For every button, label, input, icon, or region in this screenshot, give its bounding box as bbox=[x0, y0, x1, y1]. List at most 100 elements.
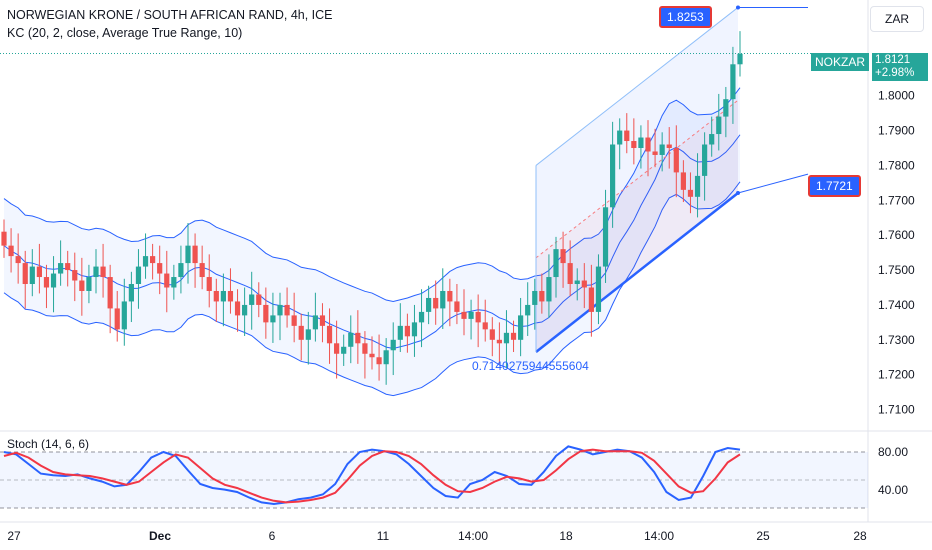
candle-body bbox=[595, 266, 602, 312]
candle-body bbox=[659, 144, 665, 155]
candle-body bbox=[220, 290, 226, 302]
lower-label-connector bbox=[737, 173, 809, 194]
candle-body bbox=[426, 297, 432, 312]
candle-body bbox=[687, 189, 694, 197]
candle-body bbox=[737, 53, 743, 65]
keltner-upper-line bbox=[3, 87, 741, 302]
candle-body bbox=[227, 290, 234, 302]
candle-body bbox=[142, 256, 149, 267]
candle-body bbox=[602, 207, 609, 267]
candle-body bbox=[100, 266, 106, 278]
candle-body bbox=[277, 304, 283, 316]
candle-body bbox=[157, 263, 163, 274]
candle-body bbox=[114, 308, 120, 330]
candle-body bbox=[673, 147, 679, 173]
upper-anchor-point bbox=[736, 5, 740, 10]
candle-body bbox=[631, 141, 637, 148]
candle-body bbox=[50, 273, 57, 288]
candle-body bbox=[305, 329, 311, 340]
candle-body bbox=[433, 297, 439, 309]
y-tick-label: 1.7900 bbox=[878, 124, 915, 138]
y-tick-label: 1.7700 bbox=[878, 193, 915, 207]
candle-body bbox=[178, 263, 184, 278]
candle-body bbox=[383, 350, 389, 365]
stoch-label[interactable]: Stoch (14, 6, 6) bbox=[7, 437, 90, 451]
candle-body bbox=[702, 144, 708, 176]
candle-body bbox=[256, 294, 262, 305]
candle-body bbox=[355, 332, 361, 344]
candle-body bbox=[93, 266, 99, 278]
candle-body bbox=[185, 245, 191, 264]
candle-body bbox=[348, 332, 354, 347]
candle-body bbox=[319, 315, 326, 326]
lower-price-label[interactable]: 1.7721 bbox=[808, 175, 861, 197]
candle-body bbox=[86, 277, 92, 291]
stoch-y-tick: 80.00 bbox=[878, 445, 908, 459]
candle-body bbox=[135, 266, 142, 285]
candle-body bbox=[192, 245, 198, 264]
candle-body bbox=[539, 290, 545, 302]
drawn-channel-lower-fill bbox=[536, 100, 738, 353]
candle-body bbox=[560, 249, 566, 264]
x-tick-label: 11 bbox=[377, 529, 390, 543]
upper-price-label[interactable]: 1.8253 bbox=[659, 6, 712, 28]
candle-body bbox=[709, 134, 715, 145]
chart-title: NORWEGIAN KRONE / SOUTH AFRICAN RAND, 4h… bbox=[7, 8, 333, 22]
candle-body bbox=[107, 277, 113, 309]
candle-body bbox=[546, 277, 552, 302]
candle-body bbox=[369, 353, 375, 358]
drawn-channel-fill bbox=[536, 7, 738, 353]
candle-body bbox=[680, 172, 686, 190]
candle-body bbox=[475, 311, 481, 323]
y-tick-label: 1.7200 bbox=[878, 368, 915, 382]
indicator-label[interactable]: KC (20, 2, close, Average True Range, 10… bbox=[7, 26, 243, 40]
candle-body bbox=[652, 151, 658, 155]
y-tick-label: 1.7800 bbox=[878, 158, 915, 172]
candle-body bbox=[716, 116, 722, 135]
candle-body bbox=[72, 270, 78, 281]
candle-body bbox=[610, 144, 616, 208]
candle-body bbox=[334, 343, 340, 354]
x-tick-label: 14:00 bbox=[458, 529, 488, 543]
price-value: 1.8121 bbox=[875, 54, 911, 66]
candle-body bbox=[723, 99, 729, 117]
candle-body bbox=[518, 315, 524, 340]
candle-body bbox=[503, 332, 510, 344]
candle-body bbox=[461, 311, 467, 319]
candle-body bbox=[270, 315, 276, 323]
y-tick-label: 1.8000 bbox=[878, 89, 915, 103]
candle-body bbox=[567, 263, 573, 285]
candle-body bbox=[242, 304, 248, 316]
candle-body bbox=[581, 280, 587, 288]
candle-body bbox=[263, 304, 269, 323]
drawn-channel-middle-line bbox=[535, 99, 739, 259]
candle-body bbox=[58, 263, 64, 274]
y-tick-label: 1.7100 bbox=[878, 403, 915, 417]
candle-body bbox=[199, 263, 205, 278]
candle-body bbox=[341, 346, 347, 354]
candle-body bbox=[362, 343, 368, 354]
candle-body bbox=[468, 311, 474, 319]
candle-body bbox=[411, 322, 418, 337]
candle-body bbox=[489, 329, 495, 340]
candle-body bbox=[128, 284, 134, 302]
candle-body bbox=[390, 339, 396, 351]
x-tick-label: 14:00 bbox=[644, 529, 674, 543]
y-tick-label: 1.7300 bbox=[878, 333, 915, 347]
candle-body bbox=[588, 287, 594, 312]
candle-body bbox=[8, 245, 14, 257]
y-tick-label: 1.7500 bbox=[878, 263, 915, 277]
candle-body bbox=[482, 322, 488, 330]
candle-body bbox=[171, 277, 177, 288]
keltner-lower-line bbox=[3, 181, 741, 397]
candle-body bbox=[15, 256, 21, 264]
candle-body bbox=[150, 256, 156, 264]
candle-body bbox=[496, 339, 502, 344]
candle-body bbox=[617, 130, 623, 145]
x-tick-label: 25 bbox=[756, 529, 770, 543]
candle-body bbox=[574, 280, 580, 285]
candle-body bbox=[164, 273, 170, 288]
candle-body bbox=[249, 294, 255, 305]
currency-button[interactable]: ZAR bbox=[870, 6, 924, 32]
